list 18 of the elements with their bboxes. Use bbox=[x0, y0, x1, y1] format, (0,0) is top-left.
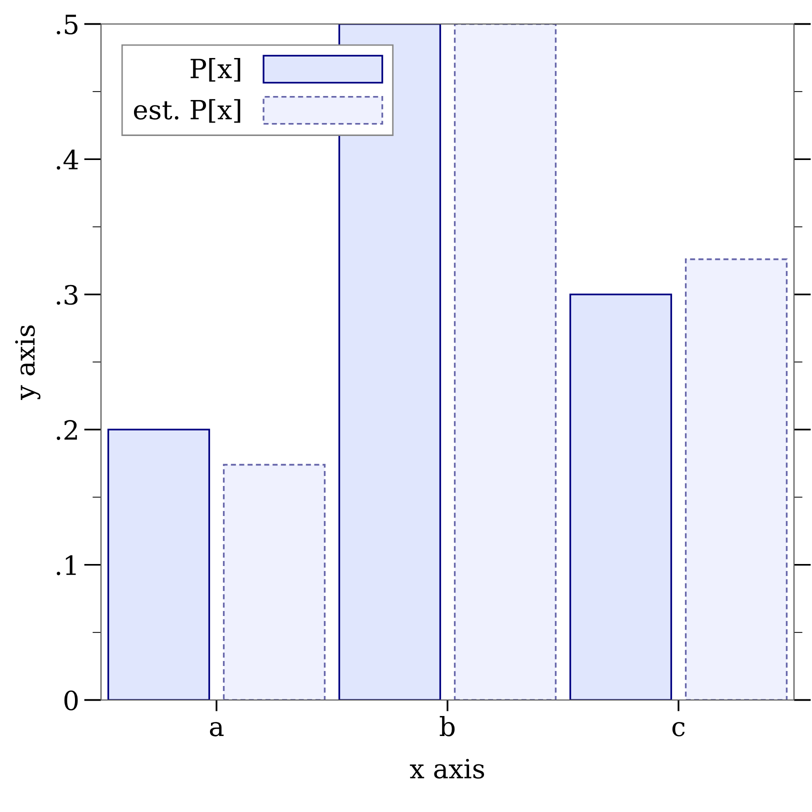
x-tick-label: c bbox=[672, 722, 685, 736]
y-tick-label: .5 bbox=[56, 14, 78, 34]
y-axis-title: y axis bbox=[15, 325, 40, 400]
bar bbox=[684, 258, 788, 700]
y-tick-label: 0 bbox=[64, 690, 78, 710]
x-axis-title: x axis bbox=[410, 758, 484, 779]
y-tick-label: .4 bbox=[56, 150, 78, 170]
bar bbox=[569, 294, 672, 700]
bar bbox=[107, 428, 210, 700]
x-tick-label: b bbox=[440, 716, 455, 736]
legend-label: est. P[x] bbox=[134, 99, 240, 123]
y-tick-label: .3 bbox=[56, 284, 78, 305]
bar bbox=[222, 464, 326, 700]
legend-label: P[x] bbox=[190, 58, 240, 82]
bar bbox=[454, 24, 557, 700]
x-tick-label: a bbox=[210, 722, 224, 736]
y-tick-label: .2 bbox=[56, 420, 77, 440]
y-tick-label: .1 bbox=[56, 555, 76, 576]
